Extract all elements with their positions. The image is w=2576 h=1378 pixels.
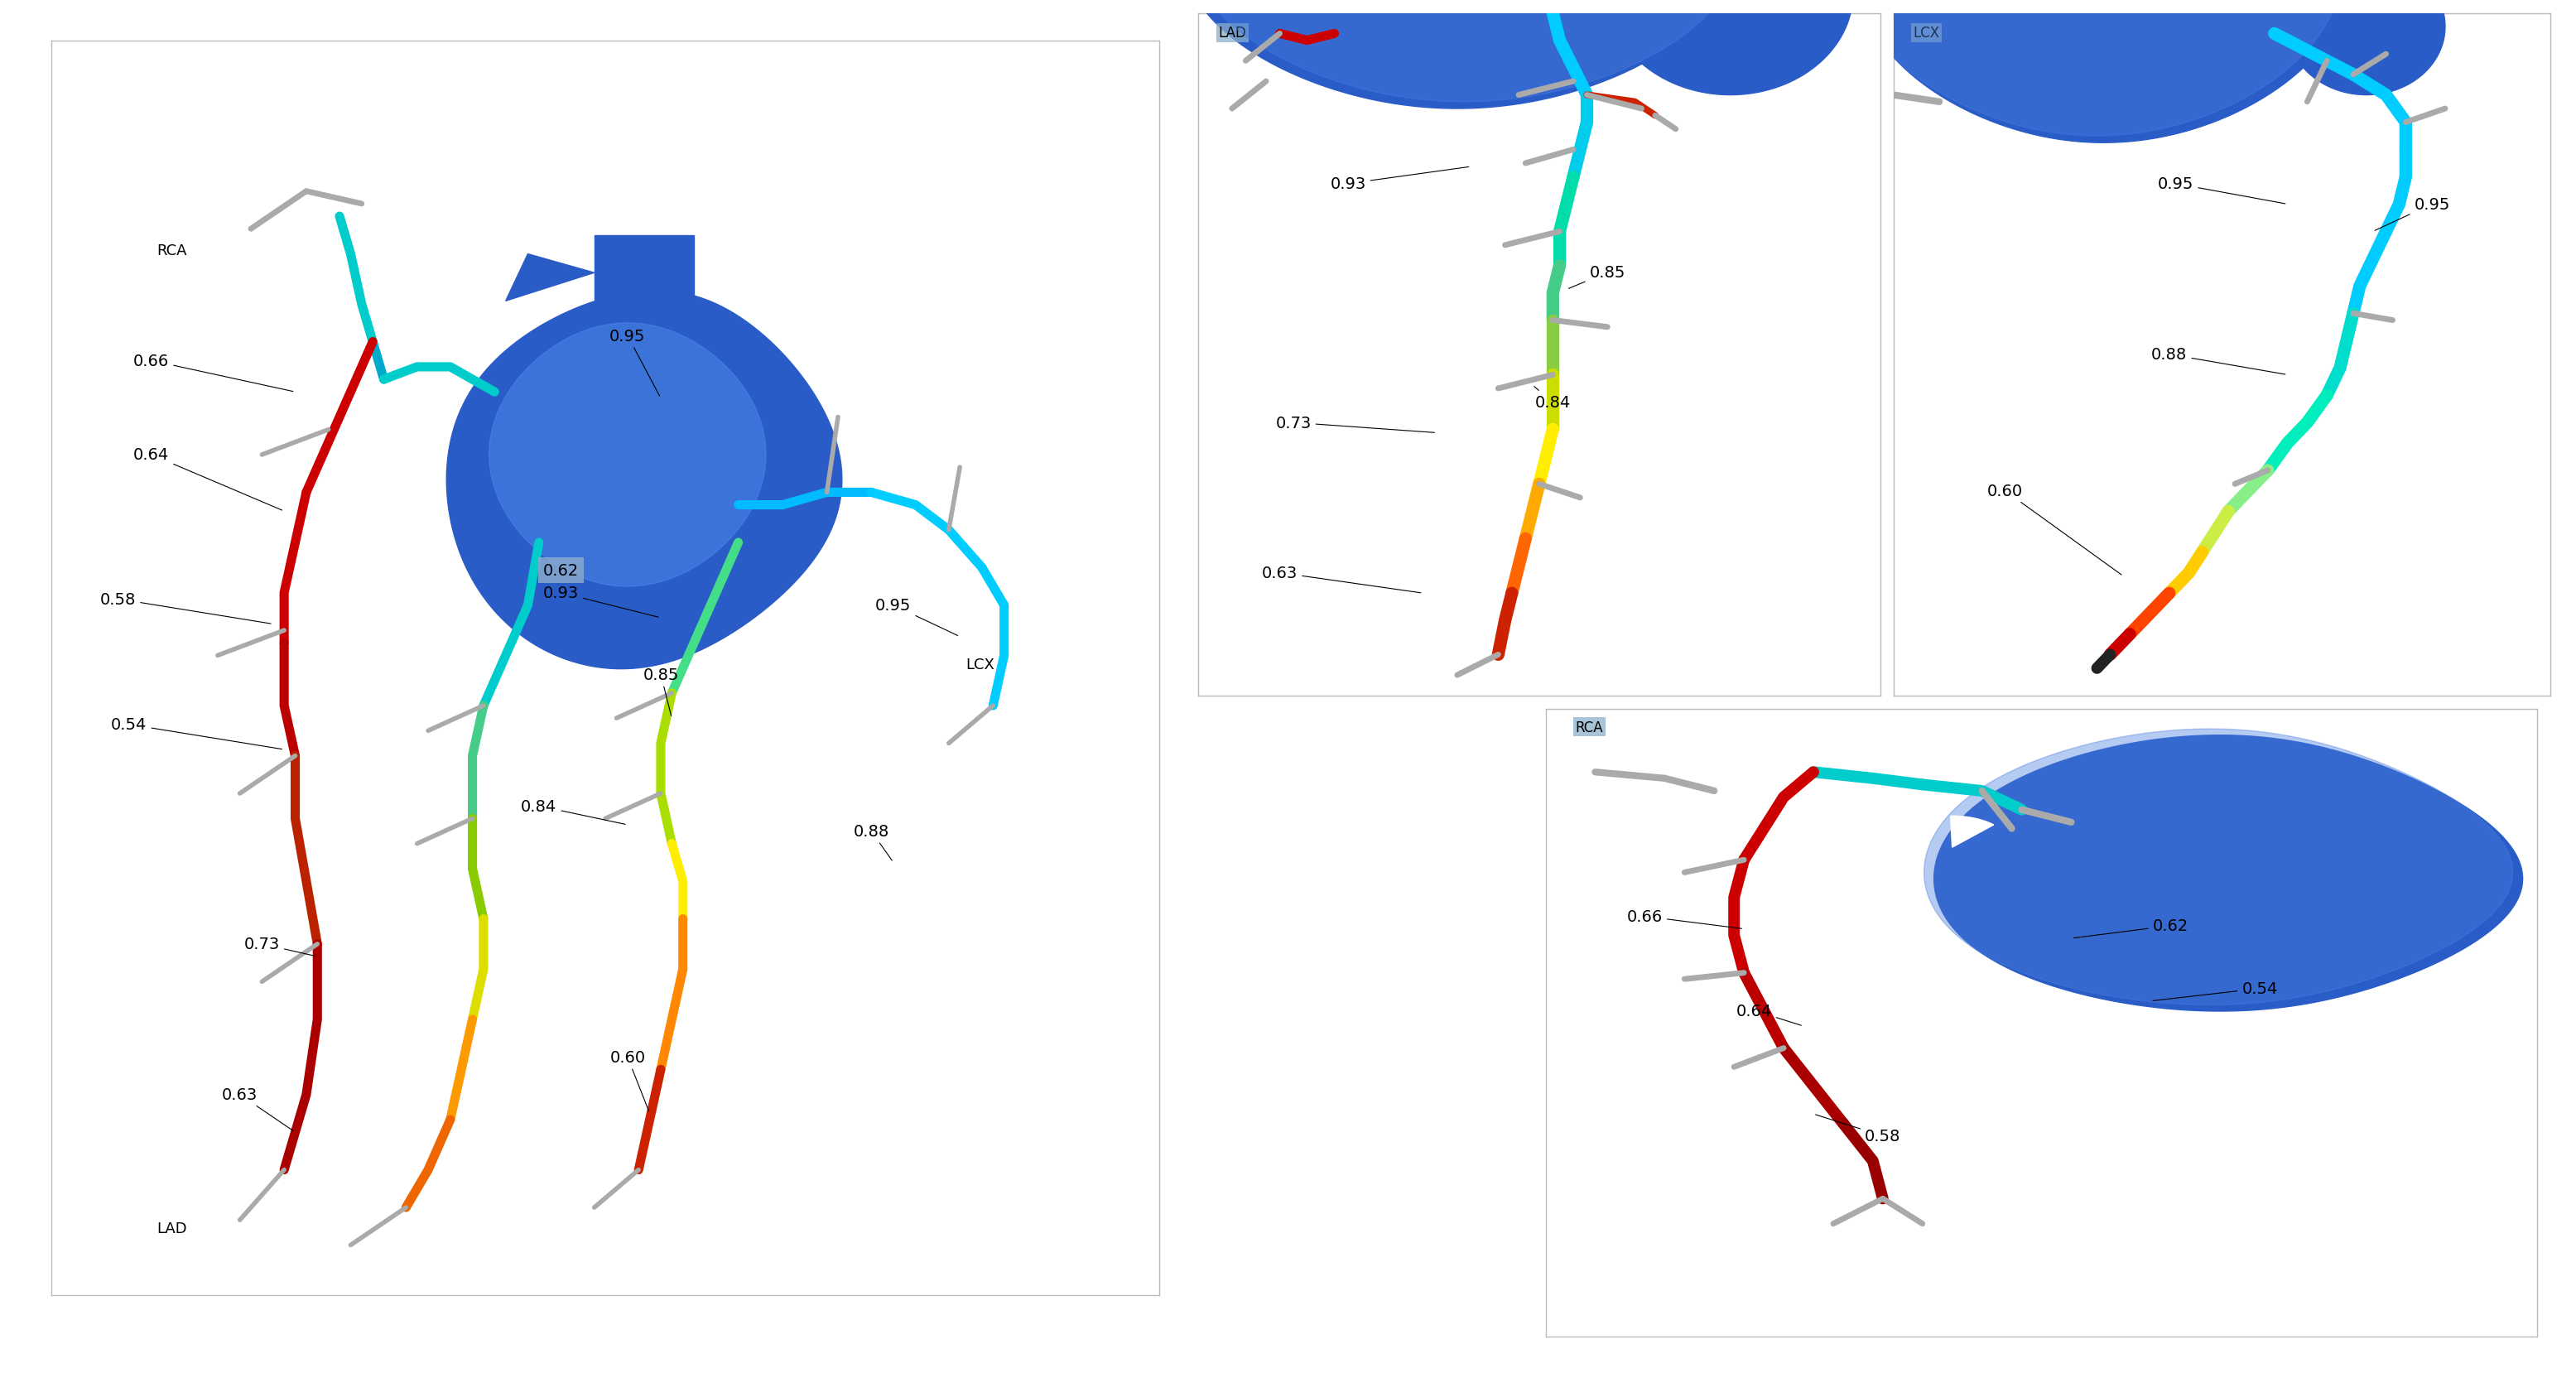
Text: 0.63: 0.63 <box>222 1087 294 1131</box>
Text: LAD: LAD <box>1218 26 1247 41</box>
Text: 0.64: 0.64 <box>1736 1003 1801 1025</box>
Polygon shape <box>595 236 693 311</box>
Text: 0.54: 0.54 <box>2154 981 2277 1000</box>
Polygon shape <box>1950 816 1994 847</box>
Text: 0.63: 0.63 <box>1262 565 1422 594</box>
Text: 0.84: 0.84 <box>520 798 626 824</box>
Text: 0.93: 0.93 <box>544 586 659 617</box>
Text: 0.95: 0.95 <box>611 328 659 397</box>
Polygon shape <box>1185 0 1728 109</box>
Text: 0.58: 0.58 <box>1816 1115 1901 1144</box>
Text: 0.84: 0.84 <box>1535 387 1571 411</box>
Text: LAD: LAD <box>157 1221 188 1236</box>
Text: 0.62: 0.62 <box>544 562 580 579</box>
Text: 0.54: 0.54 <box>111 717 281 750</box>
Polygon shape <box>1852 0 2342 136</box>
Text: RCA: RCA <box>157 243 188 258</box>
Polygon shape <box>2287 0 2445 95</box>
Text: 0.60: 0.60 <box>1986 484 2123 575</box>
Text: 0.95: 0.95 <box>2159 176 2285 204</box>
Polygon shape <box>1860 0 2347 143</box>
Text: 0.93: 0.93 <box>1329 168 1468 192</box>
Text: LCX: LCX <box>966 657 994 671</box>
Text: 0.88: 0.88 <box>853 824 891 861</box>
Polygon shape <box>1193 0 1736 102</box>
Polygon shape <box>505 255 595 302</box>
Polygon shape <box>1935 736 2522 1011</box>
Text: 0.95: 0.95 <box>876 598 958 637</box>
Text: 0.58: 0.58 <box>100 591 270 624</box>
Polygon shape <box>446 291 842 670</box>
Text: 0.88: 0.88 <box>2151 347 2285 375</box>
Text: 0.73: 0.73 <box>245 936 314 956</box>
Text: 0.64: 0.64 <box>134 448 281 511</box>
Text: 0.60: 0.60 <box>611 1049 649 1111</box>
Text: LCX: LCX <box>1914 26 1940 41</box>
Polygon shape <box>489 324 765 587</box>
Text: 0.85: 0.85 <box>644 667 677 717</box>
Text: 0.73: 0.73 <box>1275 415 1435 433</box>
Polygon shape <box>1924 729 2512 1005</box>
Text: 0.62: 0.62 <box>2074 918 2190 938</box>
Text: 0.95: 0.95 <box>2375 197 2450 232</box>
Text: 0.85: 0.85 <box>1569 265 1625 289</box>
Text: 0.66: 0.66 <box>1628 908 1741 929</box>
Polygon shape <box>1607 0 1852 95</box>
Text: RCA: RCA <box>1577 721 1602 734</box>
Text: 0.66: 0.66 <box>134 353 294 391</box>
